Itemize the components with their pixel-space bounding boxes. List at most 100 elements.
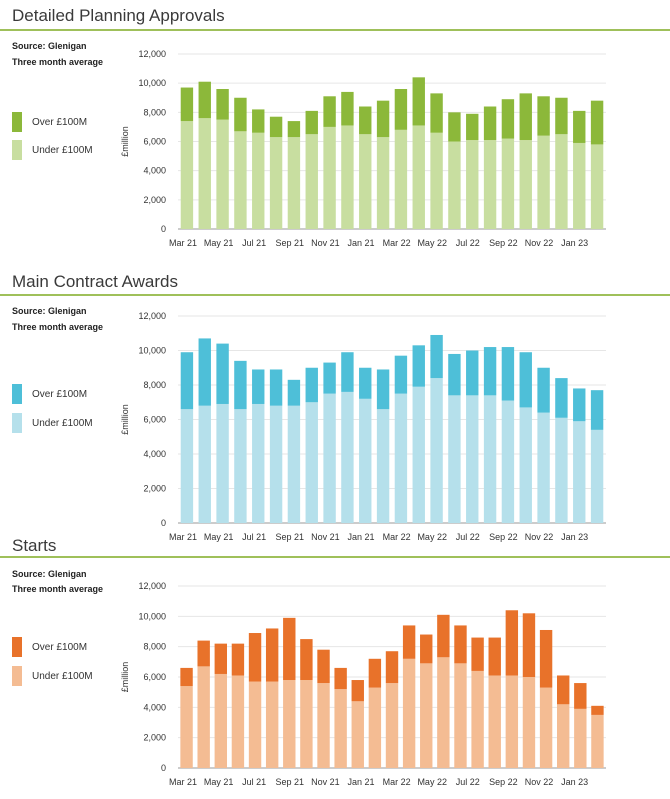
y-tick-label: 10,000 <box>138 611 166 621</box>
chart-source: Source: Glenigan <box>12 569 87 579</box>
bar-under-100m <box>269 405 283 523</box>
bar-under-100m <box>394 393 408 523</box>
bar-under-100m <box>385 683 399 768</box>
bar-over-100m <box>466 113 479 141</box>
bar-over-100m <box>537 367 550 413</box>
bar-under-100m <box>505 675 519 768</box>
chart-title: Detailed Planning Approvals <box>12 6 225 25</box>
bar-under-100m <box>341 125 354 229</box>
y-tick-label: 6,000 <box>143 415 166 425</box>
legend-swatch-over <box>12 637 22 657</box>
legend-item-under: Under £100M <box>12 666 93 686</box>
x-tick-label: Jul 21 <box>242 532 266 542</box>
bar-under-100m <box>483 395 497 523</box>
bar-under-100m <box>197 666 210 768</box>
x-tick-label: Sep 21 <box>276 777 305 787</box>
bar-under-100m <box>198 118 211 229</box>
x-tick-label: Nov 21 <box>311 238 340 248</box>
bar-over-100m <box>198 338 211 406</box>
bar-under-100m <box>522 677 536 768</box>
bar-under-100m <box>359 134 372 229</box>
bar-over-100m <box>334 667 347 690</box>
bar-under-100m <box>234 409 247 523</box>
y-axis-label: £million <box>120 126 130 157</box>
x-tick-label: May 21 <box>204 238 234 248</box>
bar-over-100m <box>216 343 229 404</box>
bar-over-100m <box>448 353 461 396</box>
bar-under-100m <box>519 407 532 523</box>
bar-over-100m <box>368 658 382 688</box>
bar-over-100m <box>341 91 354 126</box>
legend-item-under: Under £100M <box>12 413 93 433</box>
bar-under-100m <box>265 681 279 768</box>
bar-under-100m <box>214 673 227 768</box>
bar-under-100m <box>573 142 586 229</box>
x-tick-label: Sep 22 <box>489 532 518 542</box>
legend-item-over: Over £100M <box>12 384 87 404</box>
x-tick-label: May 22 <box>417 238 447 248</box>
chart-subtitle: Three month average <box>12 57 104 67</box>
bar-under-100m <box>402 658 416 768</box>
y-tick-label: 2,000 <box>143 733 166 743</box>
bar-over-100m <box>300 639 313 681</box>
bar-over-100m <box>555 378 568 418</box>
y-tick-label: 4,000 <box>143 702 166 712</box>
bar-under-100m <box>412 386 425 523</box>
bar-under-100m <box>252 403 265 523</box>
bar-under-100m <box>420 663 433 768</box>
bar-over-100m <box>590 390 604 430</box>
bar-over-100m <box>573 388 586 422</box>
bar-under-100m <box>591 714 604 768</box>
y-tick-label: 12,000 <box>138 311 166 321</box>
x-tick-label: Jan 23 <box>561 532 588 542</box>
bar-over-100m <box>351 680 364 702</box>
bar-over-100m <box>269 369 283 406</box>
bar-over-100m <box>454 625 467 664</box>
bar-under-100m <box>590 144 604 229</box>
bar-chart-contract-awards: 0 2,000 4,000 6,000 8,000 10,000 12,000 £millio… <box>120 311 606 542</box>
x-tick-label: Jul 22 <box>456 238 480 248</box>
bar-under-100m <box>231 675 245 768</box>
bar-under-100m <box>198 405 211 523</box>
bar-under-100m <box>180 121 194 229</box>
bar-over-100m <box>437 614 450 658</box>
chart-subtitle: Three month average <box>12 584 104 594</box>
bar-over-100m <box>448 112 461 142</box>
legend-label-over: Over £100M <box>32 641 88 653</box>
bar-over-100m <box>573 110 586 143</box>
y-tick-label: 2,000 <box>143 484 166 494</box>
bar-under-100m <box>269 137 283 229</box>
bar-under-100m <box>376 137 390 229</box>
bar-over-100m <box>359 367 372 399</box>
bar-under-100m <box>573 421 586 523</box>
chart-subtitle: Three month average <box>12 322 104 332</box>
bar-over-100m <box>214 643 227 674</box>
x-tick-label: Mar 21 <box>169 532 197 542</box>
legend-item-over: Over £100M <box>12 112 87 132</box>
bar-under-100m <box>574 708 587 768</box>
x-tick-label: Nov 22 <box>525 777 554 787</box>
legend-swatch-under <box>12 413 22 433</box>
bar-under-100m <box>305 402 318 523</box>
bar-over-100m <box>430 334 443 379</box>
legend-item-over: Over £100M <box>12 637 87 657</box>
x-tick-label: May 21 <box>204 532 234 542</box>
y-tick-label: 8,000 <box>143 107 166 117</box>
bar-under-100m <box>248 681 262 768</box>
bar-over-100m <box>420 634 433 664</box>
bar-under-100m <box>519 140 532 229</box>
legend-label-under: Under £100M <box>32 417 93 429</box>
bar-under-100m <box>287 405 301 523</box>
bar-under-100m <box>394 129 408 229</box>
title-rule <box>0 29 670 31</box>
x-tick-label: Jan 21 <box>347 238 374 248</box>
legend-swatch-over <box>12 112 22 132</box>
bar-under-100m <box>305 134 318 229</box>
bar-over-100m <box>341 352 354 392</box>
bar-over-100m <box>180 87 194 122</box>
bar-under-100m <box>317 683 330 768</box>
x-tick-label: Jan 23 <box>561 238 588 248</box>
y-axis-label: £million <box>120 404 130 435</box>
bar-under-100m <box>537 412 550 523</box>
bar-over-100m <box>402 625 416 659</box>
